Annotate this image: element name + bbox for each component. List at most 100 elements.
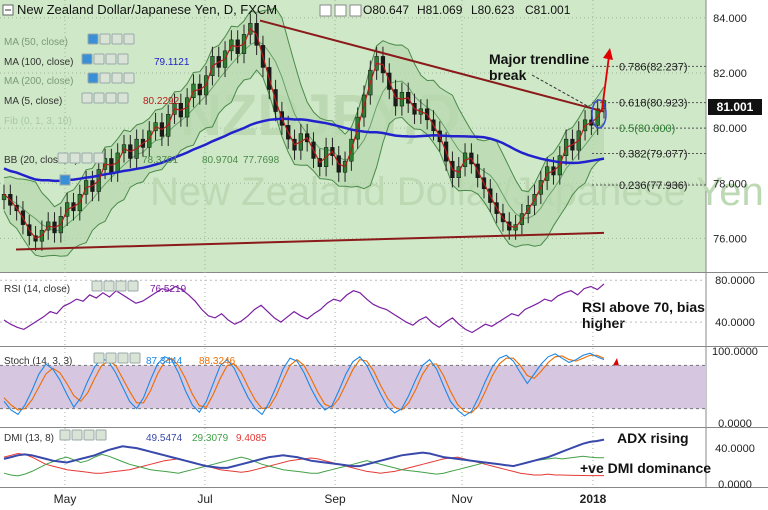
stoch-d-value: 88.3246	[199, 356, 236, 367]
annotation-pointer	[531, 74, 592, 109]
stoch-tick-label: 0.0000	[718, 418, 752, 430]
eye-icon	[91, 280, 103, 292]
fib-label: 0.5(80.000)	[619, 123, 675, 135]
arrow-up-icon	[603, 48, 613, 60]
more-icon	[117, 53, 129, 65]
ma100-line	[3, 117, 605, 183]
eye-icon	[93, 352, 105, 364]
rsi-value: 76.5219	[150, 284, 187, 295]
close-icon	[117, 352, 129, 364]
legend-ma200: MA (200, close)	[4, 76, 73, 87]
header-controls[interactable]	[319, 4, 362, 17]
more-icon	[117, 92, 129, 104]
close-icon	[349, 4, 362, 17]
dmi-plus-value: 29.3079	[192, 433, 229, 444]
legend-bb-mid: 78.3701	[142, 155, 179, 166]
legend-bb: BB (20, close, 2)	[4, 155, 78, 166]
more-icon	[123, 33, 135, 45]
settings-icon	[103, 280, 115, 292]
legend-ma100: MA (100, close)	[4, 57, 73, 68]
last-price-label: 81.001	[717, 100, 754, 114]
time-tick-label: Nov	[451, 492, 472, 506]
stoch-d-line	[3, 354, 605, 414]
dmi-label: DMI (13, 8)	[4, 433, 54, 444]
moving-averages	[3, 27, 605, 240]
y-axis-labels: 84.000 82.000 80.000 78.000 76.000 80.0000 40.…	[712, 13, 758, 491]
fib-levels: 0.786(82.237) 0.618(80.923) 0.5(80.000) 0.3…	[592, 61, 706, 192]
more-icon	[95, 429, 107, 441]
eye-icon	[319, 4, 332, 17]
ohlc-high: H81.069	[417, 3, 463, 17]
legend-bb-lower: 77.7698	[243, 155, 280, 166]
rsi-label: RSI (14, close)	[4, 284, 70, 295]
price-tick-label: 76.000	[713, 233, 747, 245]
legend-ma5-value: 80.2292	[143, 96, 180, 107]
fib-label: 0.618(80.923)	[619, 98, 688, 110]
breakout-circle	[591, 99, 607, 129]
candle	[1, 194, 7, 201]
fib-label: 0.382(79.077)	[619, 149, 688, 161]
price-tick-label: 80.000	[713, 123, 747, 135]
legend-ma100-value: 79.1121	[154, 57, 190, 68]
bollinger-bands	[3, 7, 605, 258]
bb-lower	[3, 69, 605, 258]
settings-icon	[69, 152, 81, 164]
fib-label: 0.786(82.237)	[619, 61, 688, 73]
trendline-break-note: Major trendline break	[489, 51, 593, 83]
dmi-tick-label: 0.0000	[718, 479, 752, 491]
legend-bb-upper: 80.9704	[202, 155, 239, 166]
rsi-indicator	[0, 279, 706, 334]
ohlc-open: O80.647	[363, 3, 409, 17]
eye-icon	[87, 72, 99, 84]
settings-icon	[71, 429, 83, 441]
close-icon	[83, 429, 95, 441]
close-icon	[81, 152, 93, 164]
settings-icon	[99, 33, 111, 45]
support-trendline[interactable]	[15, 231, 605, 251]
time-axis[interactable]	[0, 487, 768, 510]
dmi-pane[interactable]	[0, 428, 706, 487]
more-icon	[93, 152, 105, 164]
dmi-minus-value: 9.4085	[236, 433, 267, 444]
ma5-line	[3, 27, 605, 240]
bb-upper	[3, 7, 605, 208]
rsi-tick-label: 80.0000	[715, 275, 755, 287]
price-axis[interactable]	[706, 0, 768, 487]
close-icon	[111, 33, 123, 45]
time-tick-label: Sep	[324, 492, 346, 506]
close-icon	[105, 92, 117, 104]
legend-ma50: MA (50, close)	[4, 37, 68, 48]
more-icon	[129, 352, 141, 364]
stoch-band	[0, 365, 706, 409]
more-icon	[127, 280, 139, 292]
stoch-tick-label: 100.0000	[712, 346, 758, 358]
time-tick-label: 2018	[580, 492, 607, 506]
eye-icon	[81, 92, 93, 104]
resistance-trendline[interactable]	[259, 19, 605, 113]
close-icon	[115, 280, 127, 292]
ohlc-close: C81.001	[525, 3, 571, 17]
rsi-line	[3, 283, 605, 334]
settings-icon	[93, 53, 105, 65]
settings-icon	[334, 4, 347, 17]
dmi-adx-value: 49.5474	[146, 433, 183, 444]
price-tick-label: 78.000	[713, 178, 747, 190]
close-icon	[111, 72, 123, 84]
dmi-tick-label: 40.0000	[715, 443, 755, 455]
stoch-label: Stoch (14, 3, 3)	[4, 356, 72, 367]
settings-icon	[93, 92, 105, 104]
eye-icon	[81, 53, 93, 65]
dmi-note: +ve DMI dominance	[580, 460, 711, 476]
last-price-badge	[708, 99, 762, 115]
bb-middle	[3, 40, 605, 232]
x-axis-labels: May Jul Sep Nov 2018	[54, 492, 607, 506]
bb-fill	[4, 8, 604, 257]
eye-icon	[59, 429, 71, 441]
legend-ma5: MA (5, close)	[4, 96, 62, 107]
rsi-note: RSI above 70, bias higher	[582, 299, 709, 331]
settings-icon	[105, 352, 117, 364]
time-tick-label: May	[54, 492, 77, 506]
legend-icons[interactable]	[57, 33, 141, 441]
arrow-up-icon	[601, 55, 610, 111]
